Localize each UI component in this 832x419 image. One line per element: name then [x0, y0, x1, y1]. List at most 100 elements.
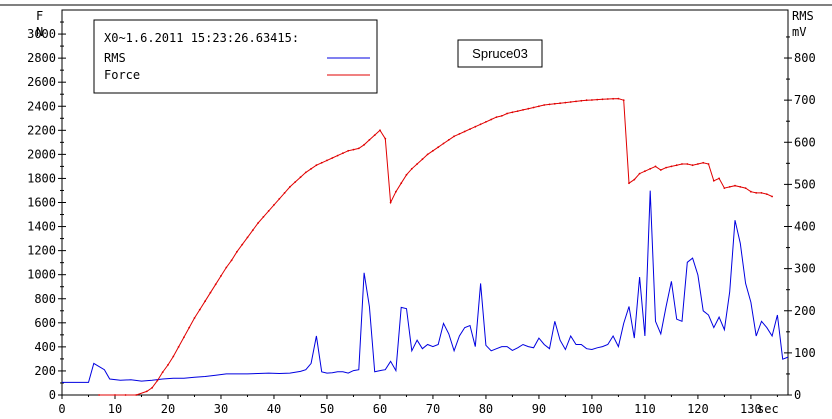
force-point [585, 99, 588, 102]
force-point [675, 164, 678, 167]
y-left-tick-labels: 0 200 400 600 800 1000 1200 1400 1600 1800 2000 220… [27, 27, 56, 402]
force-point [744, 187, 747, 190]
force-point [479, 123, 482, 126]
force-point [294, 181, 297, 183]
force-point [458, 133, 461, 135]
force-point [135, 394, 138, 396]
force-point [527, 107, 530, 110]
force-point [161, 371, 164, 373]
legend-label-rms: RMS [104, 51, 126, 65]
y-right-tick-label: 600 [794, 135, 816, 149]
force-point [368, 139, 371, 141]
force-point [209, 291, 212, 294]
force-point [712, 179, 715, 182]
x-tick-label: 30 [214, 402, 228, 416]
force-point [198, 308, 201, 311]
x-tick-label: 50 [320, 402, 334, 416]
y-right-tick-label: 500 [794, 177, 816, 191]
right-axis-label-unit: mV [792, 25, 806, 39]
y-left-tick-label: 2600 [27, 75, 56, 89]
force-point [506, 112, 508, 115]
force-point [442, 142, 445, 145]
force-point [617, 97, 620, 100]
force-point [172, 355, 175, 358]
force-point [691, 164, 694, 167]
force-point [421, 158, 424, 161]
force-point [230, 259, 233, 262]
force-point [267, 210, 270, 212]
force-point [214, 283, 217, 286]
x-tick-label: 100 [581, 402, 603, 416]
y-right-tick-label: 200 [794, 304, 816, 318]
y-left-tick-label: 1200 [27, 244, 56, 258]
force-point [342, 152, 344, 155]
force-point [326, 159, 328, 162]
force-point [702, 161, 705, 164]
force-point [750, 190, 752, 193]
force-point [379, 129, 381, 132]
force-point [156, 379, 159, 382]
y-right-tick-label: 700 [794, 93, 816, 107]
force-point [564, 101, 567, 104]
force-point [151, 386, 154, 389]
force-point [659, 169, 662, 171]
y-right-tick-label: 300 [794, 262, 816, 276]
legend-header: X0~1.6.2011 15:23:26.63415: [104, 31, 299, 45]
force-point [591, 99, 593, 101]
force-point [124, 394, 127, 396]
force-point [760, 192, 763, 194]
x-tick-label: 120 [687, 402, 709, 416]
x-tick-label: 110 [634, 402, 656, 416]
x-tick-label: 40 [267, 402, 281, 416]
force-point [734, 184, 736, 187]
force-point [410, 167, 413, 170]
force-point [273, 204, 275, 206]
force-point [765, 193, 768, 196]
x-unit-label: sec [757, 402, 779, 416]
y-right-tick-labels: 0 100 200 300 400 500 600 700 800 [794, 51, 816, 402]
force-point [204, 300, 207, 303]
y-left-tick-label: 1400 [27, 220, 56, 234]
force-point [336, 154, 339, 157]
force-point [114, 394, 116, 396]
force-point [299, 176, 302, 179]
x-tick-label: 0 [58, 402, 65, 416]
y-left-tick-label: 400 [34, 340, 56, 354]
force-point [707, 163, 710, 165]
y-right-tick-label: 800 [794, 51, 816, 65]
force-point [612, 97, 614, 100]
legend-label-force: Force [104, 68, 140, 82]
left-axis-label-unit: N [36, 25, 43, 39]
force-point [310, 167, 312, 170]
chart-title-box: Spruce03 [457, 39, 543, 68]
x-tick-label: 70 [426, 402, 440, 416]
y-right-tick-label: 400 [794, 220, 816, 234]
chart-title: Spruce03 [472, 46, 528, 61]
y-left-tick-label: 2400 [27, 99, 56, 113]
y-left-tick-label: 800 [34, 292, 56, 306]
x-tick-label: 90 [532, 402, 546, 416]
force-point [225, 266, 228, 269]
force-point [98, 394, 100, 396]
force-point [575, 100, 577, 103]
force-point [686, 163, 689, 165]
y-left-tick-label: 2000 [27, 147, 56, 161]
force-point [188, 326, 191, 329]
force-point [596, 98, 599, 101]
force-point [665, 166, 667, 169]
force-point [167, 364, 169, 366]
force-point [649, 167, 652, 170]
force-point [490, 118, 493, 121]
force-point [289, 186, 291, 188]
force-point [177, 346, 180, 348]
legend: X0~1.6.2011 15:23:26.63415: RMS Force [93, 19, 378, 94]
series-line-rms [62, 190, 789, 383]
force-point [718, 177, 720, 180]
force-point [516, 110, 519, 112]
force-point [606, 98, 609, 100]
force-point [400, 182, 403, 185]
force-point [145, 390, 148, 393]
x-tick-label: 10 [108, 402, 122, 416]
force-point [474, 125, 477, 128]
force-point [320, 161, 323, 164]
